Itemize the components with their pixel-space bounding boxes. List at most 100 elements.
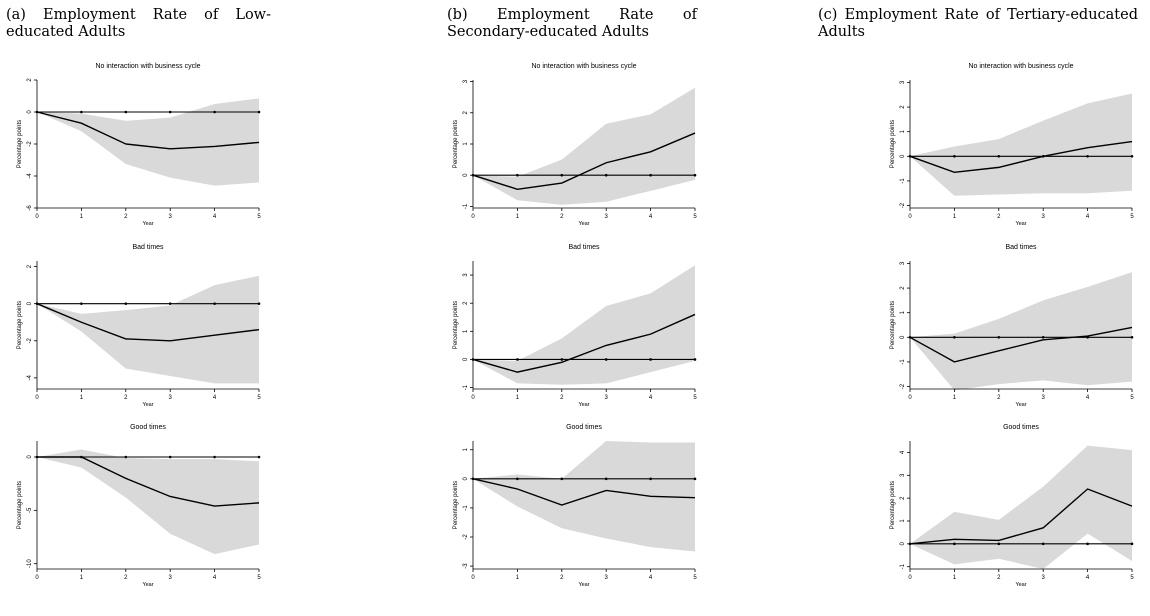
x-tick-label: 3 bbox=[605, 395, 609, 401]
y-axis-label: Percentage points bbox=[453, 481, 459, 529]
y-tick-label: 1 bbox=[463, 142, 469, 146]
x-axis-label: Year bbox=[142, 402, 153, 408]
y-axis-label: Percentage points bbox=[890, 120, 896, 168]
y-tick-label: 0 bbox=[900, 542, 906, 546]
x-axis-label: Year bbox=[578, 402, 589, 408]
x-tick-label: 1 bbox=[953, 395, 957, 401]
zero-line-marker bbox=[1041, 542, 1045, 546]
y-tick-label: 3 bbox=[900, 80, 906, 84]
y-tick-label: 0 bbox=[900, 335, 906, 339]
x-tick-label: 5 bbox=[257, 575, 261, 581]
zero-line-marker bbox=[560, 477, 564, 481]
x-tick-label: 3 bbox=[1042, 395, 1046, 401]
y-tick-label: 3 bbox=[463, 273, 469, 277]
column-title: (a) Employment Rate of Low-educated Adul… bbox=[6, 7, 271, 40]
x-tick-label: 3 bbox=[1042, 214, 1046, 220]
y-tick-label: 1 bbox=[900, 519, 906, 523]
x-tick-label: 1 bbox=[80, 395, 84, 401]
estimate-line bbox=[472, 478, 696, 506]
chart-panel: 0 1 2 3 4 5 1 0 -1 -2 -3 Good times Year Percentage p… bbox=[453, 424, 697, 588]
y-tick-label: 3 bbox=[900, 261, 906, 265]
x-tick-label: 4 bbox=[649, 395, 653, 401]
y-tick-label: 1 bbox=[463, 447, 469, 451]
estimate-line bbox=[37, 456, 260, 507]
panel-title: Good times bbox=[566, 424, 602, 431]
zero-line-marker bbox=[516, 477, 519, 481]
x-tick-label: 1 bbox=[516, 214, 520, 220]
panel-title: Good times bbox=[130, 424, 166, 431]
panel-title: No interaction with business cycle bbox=[531, 63, 636, 70]
x-tick-label: 2 bbox=[124, 575, 128, 581]
x-tick-label: 4 bbox=[1086, 395, 1090, 401]
x-tick-label: 1 bbox=[80, 214, 84, 220]
y-tick-label: -1 bbox=[900, 563, 906, 569]
zero-line-marker bbox=[124, 302, 128, 305]
y-tick-label: 0 bbox=[27, 301, 33, 305]
y-tick-label: -2 bbox=[27, 141, 33, 147]
zero-line-marker bbox=[953, 155, 956, 158]
x-tick-label: 5 bbox=[257, 395, 261, 401]
y-tick-label: -4 bbox=[27, 173, 33, 179]
x-tick-label: 4 bbox=[213, 575, 217, 581]
chart-panel: 0 1 2 3 4 5 3 2 1 0 -1 -2 Bad times Year Percentage po… bbox=[890, 244, 1134, 408]
y-tick-label: -1 bbox=[463, 505, 469, 511]
x-tick-label: 5 bbox=[693, 575, 697, 581]
x-tick-label: 2 bbox=[560, 214, 564, 220]
x-tick-label: 3 bbox=[605, 575, 609, 581]
x-tick-label: 3 bbox=[169, 395, 173, 401]
y-tick-label: 0 bbox=[463, 476, 469, 480]
x-tick-label: 0 bbox=[35, 395, 39, 401]
chart-panel: 0 1 2 3 4 5 2 0 -2 -4 Bad times Year Percentage poin… bbox=[17, 244, 261, 408]
confidence-band bbox=[37, 98, 259, 186]
x-tick-label: 0 bbox=[908, 575, 912, 581]
column-title: (c) Employment Rate of Tertiary-educated… bbox=[818, 7, 1138, 40]
panel-title: No interaction with business cycle bbox=[95, 63, 200, 70]
zero-line-marker bbox=[649, 477, 652, 481]
column-title: (b) Employment Rate of Secondary-educate… bbox=[447, 7, 697, 40]
x-tick-label: 2 bbox=[997, 395, 1001, 401]
y-axis-label: Percentage points bbox=[17, 120, 23, 168]
zero-line-marker bbox=[997, 542, 1001, 546]
y-tick-label: -2 bbox=[463, 534, 469, 540]
confidence-band bbox=[37, 275, 259, 384]
y-tick-label: -3 bbox=[463, 563, 469, 569]
x-tick-label: 1 bbox=[516, 395, 520, 401]
zero-line-marker bbox=[1041, 336, 1045, 339]
x-axis-label: Year bbox=[142, 582, 153, 588]
y-tick-label: 2 bbox=[900, 496, 906, 500]
zero-line-marker bbox=[124, 455, 128, 459]
y-tick-label: -6 bbox=[27, 205, 33, 211]
y-tick-label: -2 bbox=[900, 202, 906, 208]
x-axis-label: Year bbox=[578, 582, 589, 588]
zero-line-marker bbox=[604, 173, 608, 177]
confidence-band bbox=[37, 449, 259, 555]
y-tick-label: 0 bbox=[27, 455, 33, 459]
y-tick-label: 3 bbox=[463, 79, 469, 83]
zero-line-marker bbox=[168, 110, 172, 114]
y-axis-label: Percentage points bbox=[453, 301, 459, 349]
y-tick-label: 2 bbox=[27, 78, 33, 82]
x-tick-label: 2 bbox=[560, 395, 564, 401]
zero-line-marker bbox=[1086, 155, 1089, 158]
y-tick-label: -1 bbox=[463, 384, 469, 390]
x-tick-label: 2 bbox=[997, 575, 1001, 581]
y-tick-label: 2 bbox=[900, 286, 906, 290]
x-axis-label: Year bbox=[1015, 582, 1026, 588]
y-tick-label: 4 bbox=[900, 450, 906, 454]
estimate-line bbox=[909, 326, 1133, 363]
panel-title: Good times bbox=[1003, 424, 1039, 431]
zero-line-marker bbox=[80, 110, 83, 114]
x-tick-label: 2 bbox=[124, 395, 128, 401]
y-tick-label: 2 bbox=[463, 301, 469, 305]
confidence-band bbox=[910, 445, 1132, 569]
y-tick-label: 0 bbox=[27, 110, 33, 114]
zero-line-marker bbox=[257, 455, 261, 459]
y-axis-label: Percentage points bbox=[890, 481, 896, 529]
x-tick-label: 0 bbox=[35, 575, 39, 581]
x-tick-label: 5 bbox=[693, 395, 697, 401]
zero-line-marker bbox=[604, 477, 608, 481]
zero-line-marker bbox=[1130, 542, 1134, 546]
x-tick-label: 1 bbox=[516, 575, 520, 581]
x-tick-label: 3 bbox=[605, 214, 609, 220]
confidence-band bbox=[473, 265, 695, 385]
